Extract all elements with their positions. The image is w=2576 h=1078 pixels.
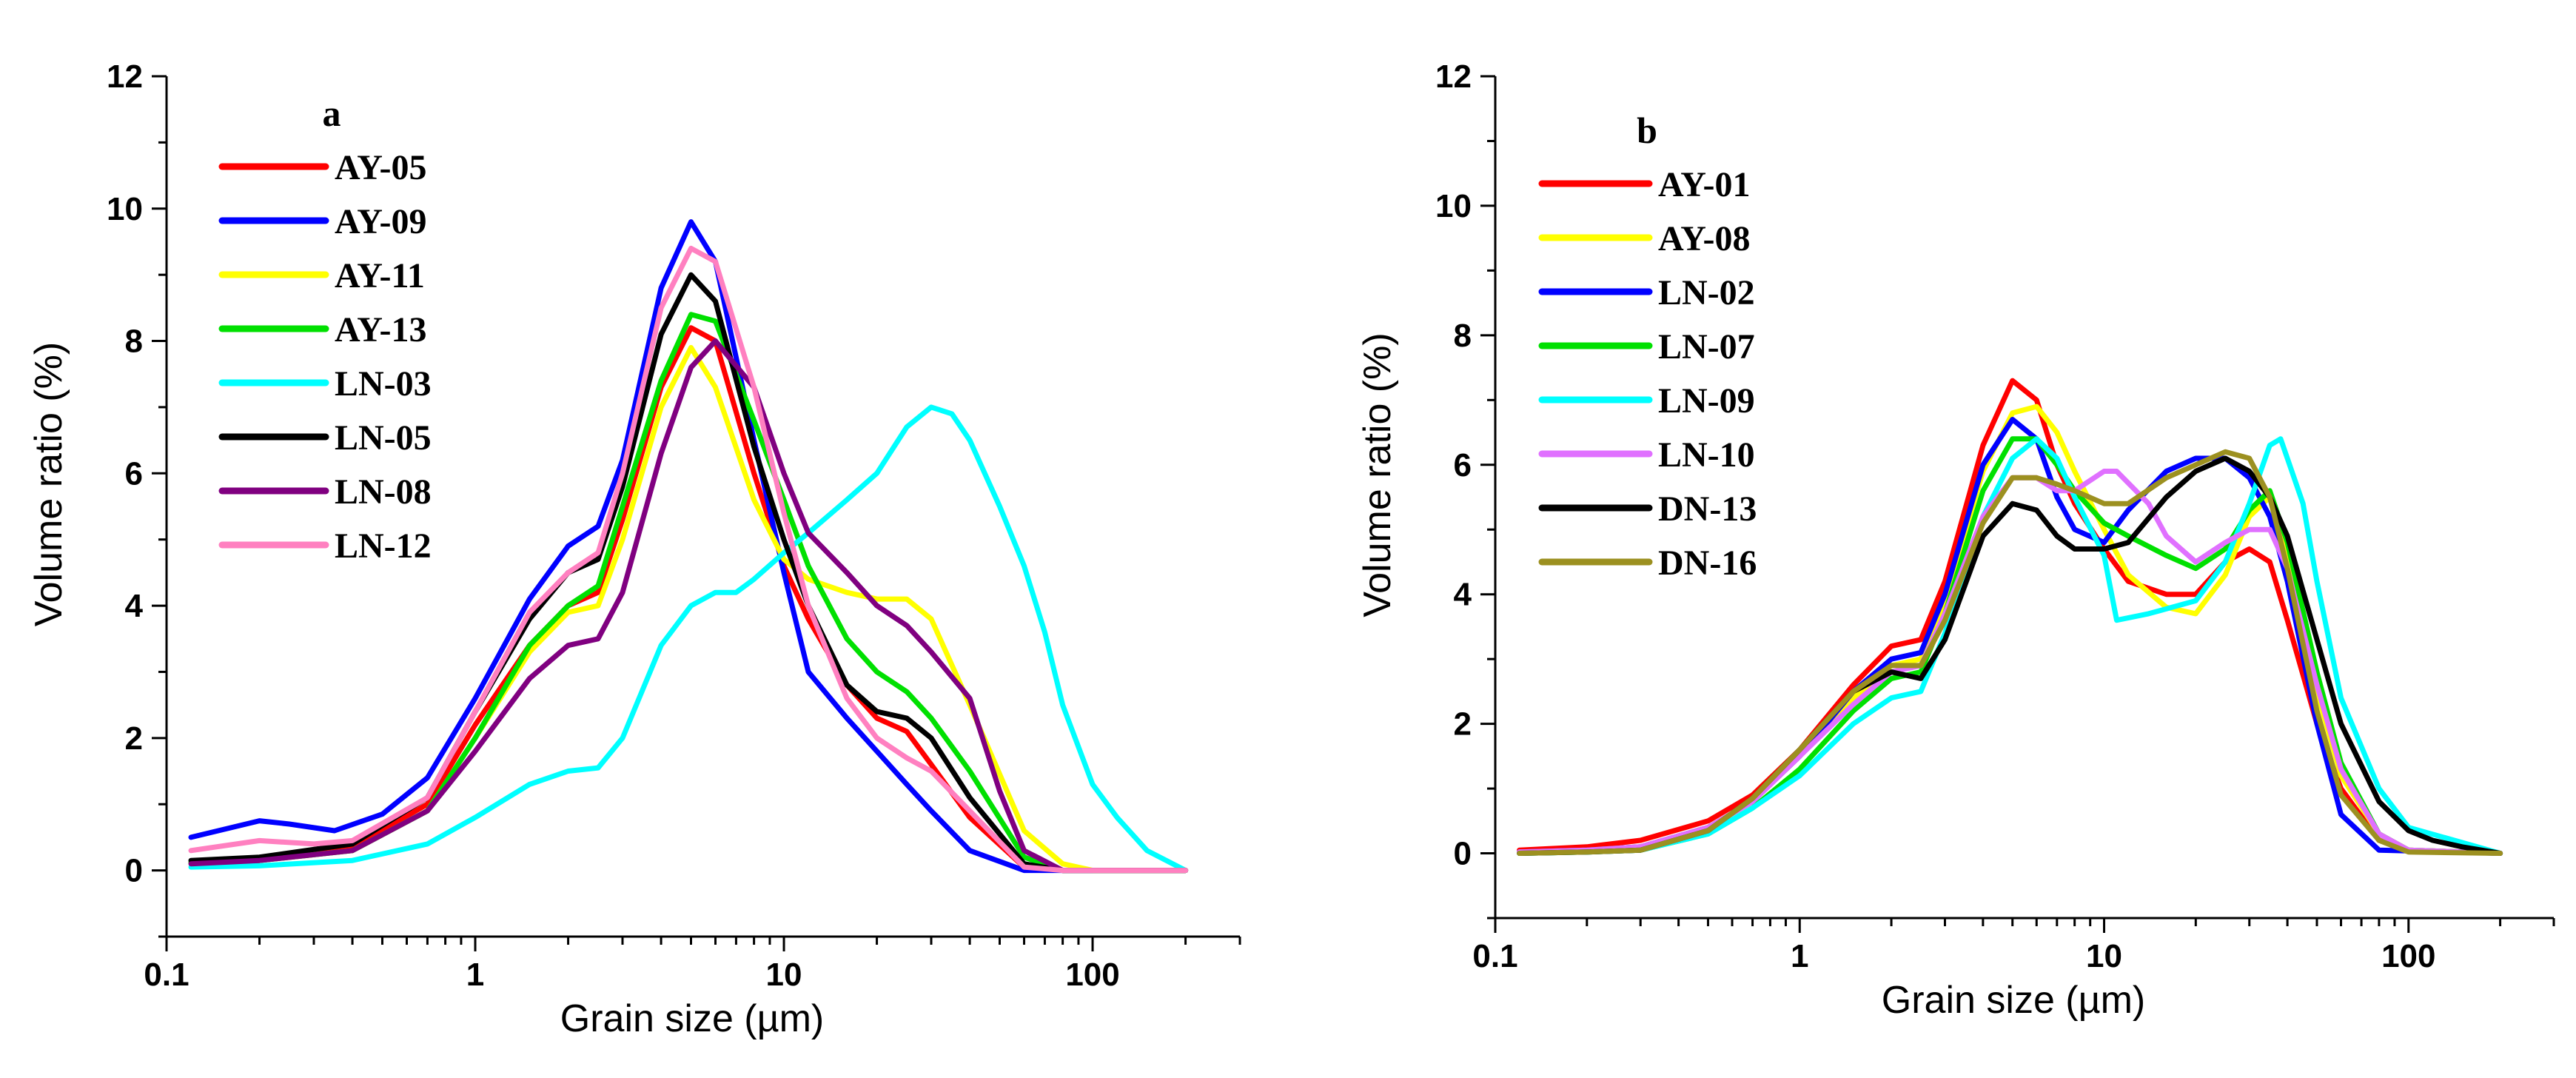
legend-label: DN-16 — [1658, 543, 1757, 583]
y-tick-label: 8 — [1454, 318, 1472, 354]
y-tick-label: 12 — [107, 58, 143, 95]
y-tick-label: 2 — [125, 720, 143, 757]
series-line-ay-09 — [188, 219, 1189, 874]
x-tick-label: 100 — [2381, 938, 2435, 974]
legend-label: LN-03 — [335, 364, 432, 404]
series-line-ln-12 — [188, 245, 1189, 874]
y-tick-label: 0 — [1454, 836, 1472, 872]
x-tick-label: 1 — [466, 957, 484, 993]
legend-label: LN-08 — [335, 472, 432, 512]
y-tick-label: 12 — [1435, 58, 1472, 95]
x-axis-title: Grain size (µm) — [1882, 979, 2145, 1022]
x-tick-label: 10 — [766, 957, 802, 993]
legend-label: LN-05 — [335, 418, 432, 458]
y-tick-label: 2 — [1454, 706, 1472, 743]
legend-label: LN-10 — [1658, 435, 1755, 475]
y-tick-label: 6 — [1454, 447, 1472, 483]
legend-label: LN-07 — [1658, 327, 1755, 366]
y-tick-label: 4 — [1454, 577, 1472, 613]
panel-label: b — [1637, 110, 1657, 151]
series-line-dn-16 — [1517, 449, 2503, 856]
chart-panel-b: 0 2 4 6 8 10 12 0.1 1 10 100 Grain size (µm) Volume … — [1356, 58, 2555, 1022]
panel-label: a — [323, 93, 341, 134]
y-tick-label: 10 — [1435, 188, 1472, 224]
x-tick-label: 0.1 — [144, 957, 189, 993]
legend-label: AY-13 — [335, 310, 427, 349]
x-tick-label: 100 — [1065, 957, 1119, 993]
legend-label: AY-08 — [1658, 219, 1751, 258]
y-tick-label: 10 — [107, 191, 143, 227]
y-axis-title: Volume ratio (%) — [1356, 332, 1399, 617]
chart-panel-a: 0 2 4 6 8 10 12 0.1 1 10 100 Grain size (µm) Volume … — [27, 58, 1241, 1040]
x-tick-label: 1 — [1791, 938, 1808, 974]
series-line-ln-03 — [188, 404, 1189, 874]
legend-label: LN-09 — [1658, 381, 1755, 421]
series-line-ln-08 — [188, 338, 1189, 874]
legend-label: LN-12 — [335, 526, 432, 566]
series-line-ln-09 — [1517, 436, 2503, 856]
legend-label: AY-05 — [335, 148, 427, 187]
x-axis-title: Grain size (µm) — [560, 997, 824, 1040]
y-tick-label: 8 — [125, 324, 143, 360]
y-tick-label: 4 — [125, 588, 144, 624]
y-tick-label: 6 — [125, 455, 143, 492]
y-axis-title: Volume ratio (%) — [27, 342, 70, 626]
x-tick-label: 10 — [2086, 938, 2122, 974]
x-tick-label: 0.1 — [1472, 938, 1517, 974]
legend-label: AY-11 — [335, 256, 425, 295]
series-line-ay-13 — [188, 312, 1189, 874]
legend-label: AY-09 — [335, 202, 427, 241]
y-tick-label: 0 — [125, 853, 143, 889]
legend-label: DN-13 — [1658, 489, 1757, 529]
legend-label: AY-01 — [1658, 165, 1751, 204]
legend-label: LN-02 — [1658, 273, 1755, 312]
